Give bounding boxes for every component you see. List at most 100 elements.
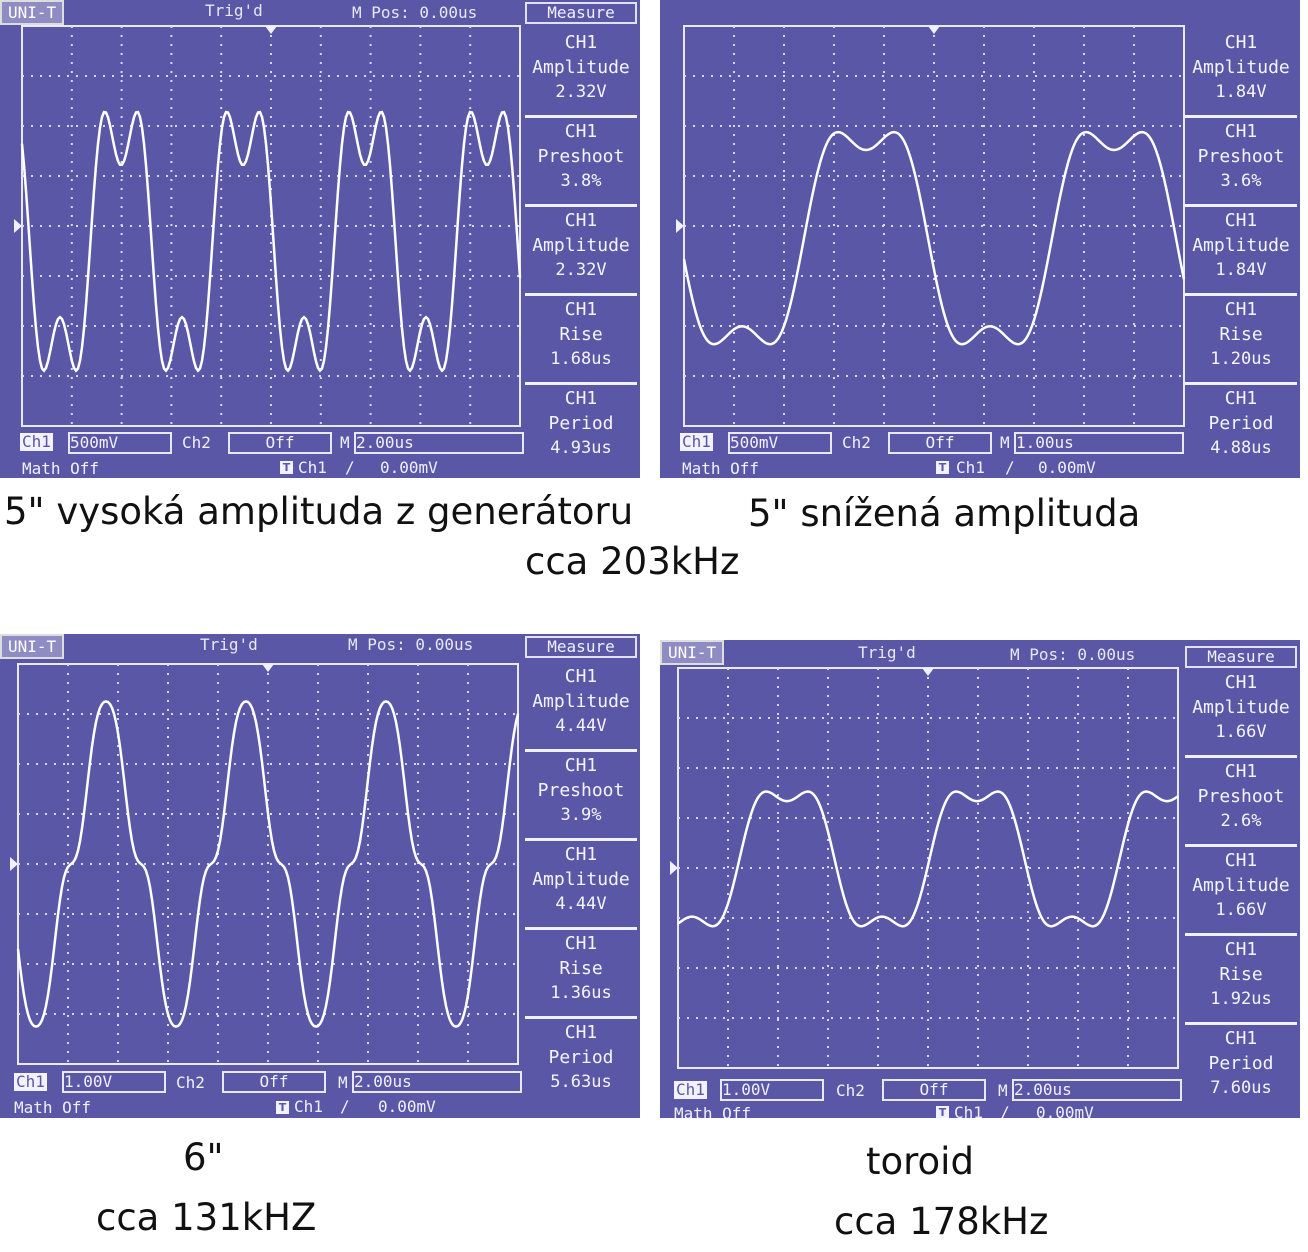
measure-ch: CH1 bbox=[564, 1022, 598, 1043]
measure-label: Rise bbox=[1219, 324, 1263, 345]
measure-panel-3[interactable]: CH1 Amplitude 1.84V bbox=[1185, 208, 1297, 283]
measure-panel-5[interactable]: CH1 Period 7.60us bbox=[1185, 1026, 1297, 1101]
ch2-label: Ch2 bbox=[176, 1073, 205, 1092]
oscilloscope-screen-4: UNI-T Trig'd M Pos: 0.00us Measure Ch1 1… bbox=[660, 640, 1300, 1118]
measure-label: Amplitude bbox=[1192, 697, 1290, 718]
measure-label: Amplitude bbox=[1192, 875, 1290, 896]
measure-panel-4[interactable]: CH1 Rise 1.36us bbox=[525, 931, 637, 1006]
measure-panel-5[interactable]: CH1 Period 4.88us bbox=[1185, 386, 1297, 461]
measure-value: 3.8% bbox=[560, 171, 602, 191]
waveform-graticule bbox=[676, 25, 1186, 427]
caption-scope-1: 5" vysoká amplituda z generátoru bbox=[4, 490, 634, 533]
trigger-t-icon: T bbox=[936, 461, 949, 474]
measure-separator bbox=[1185, 382, 1297, 385]
caption-scope-2: 5" snížená amplituda bbox=[748, 492, 1141, 535]
measure-separator bbox=[525, 1016, 637, 1019]
ch2-state: Off bbox=[228, 432, 332, 454]
trigger-edge-icon: ∕ bbox=[345, 458, 355, 477]
trigger-source: Ch1 bbox=[298, 458, 327, 477]
measure-separator bbox=[1185, 844, 1297, 847]
m-pos-readout: M Pos: 0.00us bbox=[352, 3, 478, 22]
measure-value: 4.88us bbox=[1210, 438, 1272, 458]
trigger-status: Trig'd bbox=[200, 635, 258, 654]
measure-label: Amplitude bbox=[532, 57, 630, 78]
trigger-t-icon: T bbox=[280, 461, 293, 474]
measure-panel-3[interactable]: CH1 Amplitude 2.32V bbox=[525, 208, 637, 283]
measure-ch: CH1 bbox=[1224, 850, 1258, 871]
waveform-graticule bbox=[10, 663, 520, 1065]
measure-ch: CH1 bbox=[564, 755, 598, 776]
measure-ch: CH1 bbox=[1224, 210, 1258, 231]
measure-panel-5[interactable]: CH1 Period 4.93us bbox=[525, 386, 637, 461]
measure-label: Rise bbox=[559, 324, 603, 345]
math-status: Math Off bbox=[674, 1104, 752, 1118]
measure-value: 1.36us bbox=[550, 983, 612, 1003]
measure-label: Period bbox=[548, 413, 614, 434]
m-label: M bbox=[338, 1073, 348, 1092]
trigger-position-marker bbox=[262, 664, 274, 672]
m-label: M bbox=[1000, 433, 1010, 452]
measure-panel-2[interactable]: CH1 Preshoot 3.6% bbox=[1185, 119, 1297, 194]
measure-value: 7.60us bbox=[1210, 1078, 1272, 1098]
measure-panel-4[interactable]: CH1 Rise 1.20us bbox=[1185, 297, 1297, 372]
waveform-graticule bbox=[670, 667, 1179, 1069]
measure-value: 3.6% bbox=[1220, 171, 1262, 191]
ch1-waveform bbox=[16, 700, 520, 1028]
measure-ch: CH1 bbox=[564, 299, 598, 320]
ch1-tag: Ch1 bbox=[20, 432, 53, 451]
measure-panel-3[interactable]: CH1 Amplitude 1.66V bbox=[1185, 848, 1297, 923]
measure-separator bbox=[525, 115, 637, 118]
trigger-edge-icon: ∕ bbox=[1005, 458, 1015, 477]
trigger-t-icon: T bbox=[276, 1101, 289, 1114]
measure-panel-1[interactable]: CH1 Amplitude 4.44V bbox=[525, 664, 637, 739]
waveform-graticule bbox=[14, 25, 522, 427]
brand-label: UNI-T bbox=[0, 634, 65, 659]
ch1-ground-marker bbox=[14, 219, 22, 233]
measure-panel-1[interactable]: CH1 Amplitude 1.84V bbox=[1185, 30, 1297, 105]
measure-panel-4[interactable]: CH1 Rise 1.92us bbox=[1185, 937, 1297, 1012]
oscilloscope-screen-3: UNI-T Trig'd M Pos: 0.00us Measure Ch1 1… bbox=[0, 634, 640, 1118]
measure-panel-3[interactable]: CH1 Amplitude 4.44V bbox=[525, 842, 637, 917]
measure-value: 3.9% bbox=[560, 805, 602, 825]
measure-ch: CH1 bbox=[564, 933, 598, 954]
measure-panel-2[interactable]: CH1 Preshoot 3.8% bbox=[525, 119, 637, 194]
measure-ch: CH1 bbox=[1224, 672, 1258, 693]
trigger-status: Trig'd bbox=[858, 643, 916, 662]
measure-value: 1.92us bbox=[1210, 989, 1272, 1009]
measure-panel-1[interactable]: CH1 Amplitude 1.66V bbox=[1185, 670, 1297, 745]
trigger-level: 0.00mV bbox=[1036, 1103, 1094, 1118]
measure-panel-5[interactable]: CH1 Period 5.63us bbox=[525, 1020, 637, 1095]
measure-panel-4[interactable]: CH1 Rise 1.68us bbox=[525, 297, 637, 372]
measure-value: 4.44V bbox=[555, 894, 607, 914]
timebase-readout: 2.00us bbox=[354, 432, 524, 454]
measure-value: 1.66V bbox=[1215, 722, 1267, 742]
ch1-tag: Ch1 bbox=[674, 1080, 707, 1099]
math-status: Math Off bbox=[14, 1098, 92, 1117]
caption-scope-3: 6" bbox=[183, 1136, 224, 1179]
measure-panel-2[interactable]: CH1 Preshoot 3.9% bbox=[525, 753, 637, 828]
measure-separator bbox=[525, 293, 637, 296]
ch1-scale: 1.00V bbox=[62, 1071, 166, 1093]
ch1-tag: Ch1 bbox=[680, 432, 713, 451]
measure-value: 1.68us bbox=[550, 349, 612, 369]
measure-label: Rise bbox=[559, 958, 603, 979]
measure-panel-2[interactable]: CH1 Preshoot 2.6% bbox=[1185, 759, 1297, 834]
measure-ch: CH1 bbox=[564, 121, 598, 142]
trigger-edge-icon: ∕ bbox=[340, 1097, 350, 1116]
measure-menu-title: Measure bbox=[525, 2, 637, 24]
timebase-readout: 2.00us bbox=[1012, 1079, 1182, 1101]
ch1-waveform bbox=[677, 790, 1179, 928]
ch1-waveform bbox=[682, 130, 1186, 346]
oscilloscope-screen-2: Ch1 500mV Ch2 Off M 1.00us Math Off T Ch… bbox=[660, 0, 1300, 478]
measure-ch: CH1 bbox=[1224, 299, 1258, 320]
measure-separator bbox=[525, 749, 637, 752]
measure-panel-1[interactable]: CH1 Amplitude 2.32V bbox=[525, 30, 637, 105]
measure-label: Rise bbox=[1219, 964, 1263, 985]
trigger-position-marker bbox=[928, 26, 940, 34]
measure-separator bbox=[525, 838, 637, 841]
measure-value: 5.63us bbox=[550, 1072, 612, 1092]
measure-label: Amplitude bbox=[532, 235, 630, 256]
measure-label: Amplitude bbox=[532, 869, 630, 890]
measure-label: Amplitude bbox=[1192, 235, 1290, 256]
brand-label: UNI-T bbox=[0, 0, 65, 25]
